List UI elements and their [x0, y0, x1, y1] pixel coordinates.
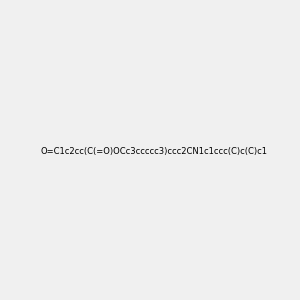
Text: O=C1c2cc(C(=O)OCc3ccccc3)ccc2CN1c1ccc(C)c(C)c1: O=C1c2cc(C(=O)OCc3ccccc3)ccc2CN1c1ccc(C)…: [40, 147, 267, 156]
